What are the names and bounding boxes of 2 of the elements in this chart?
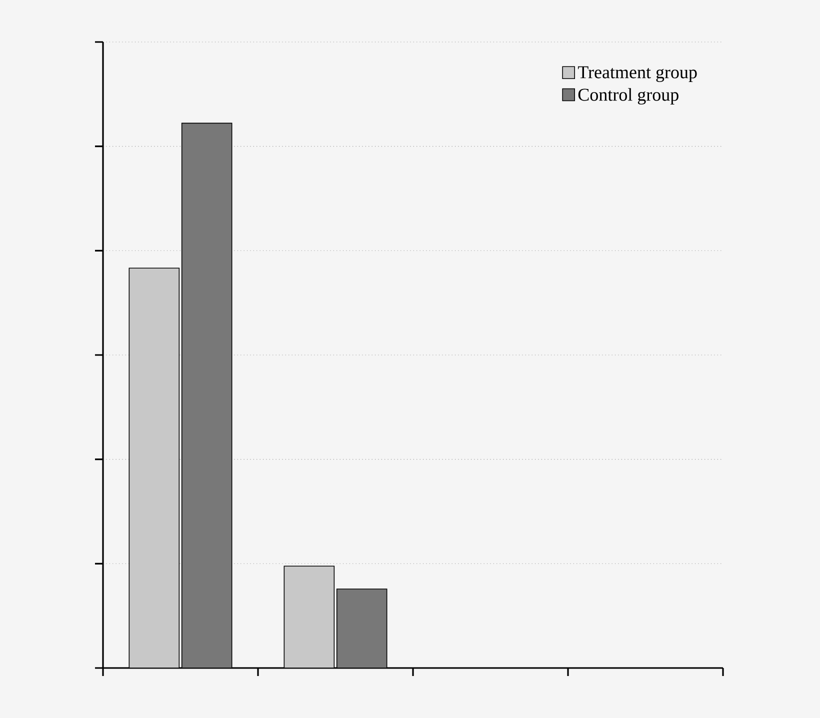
legend-label: Control group (578, 88, 678, 105)
legend-label: Treatment group (578, 66, 697, 82)
